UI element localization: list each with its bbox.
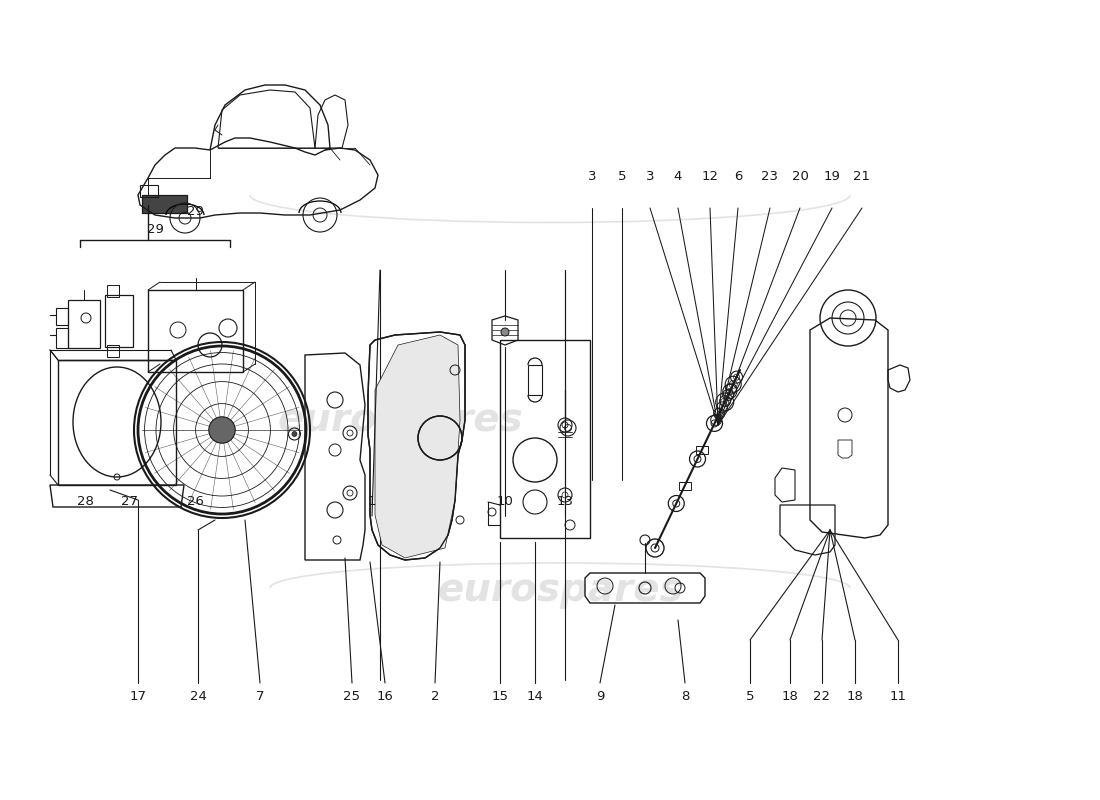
Text: 18: 18 [847, 690, 864, 703]
Text: 6: 6 [734, 170, 742, 183]
Text: 1: 1 [367, 495, 376, 508]
Text: 19: 19 [824, 170, 840, 183]
Text: 5: 5 [746, 690, 755, 703]
Text: 13: 13 [557, 495, 573, 508]
Bar [142, 195, 187, 213]
Text: 28: 28 [77, 495, 94, 508]
Text: 3: 3 [587, 170, 596, 183]
Text: 14: 14 [527, 690, 543, 703]
Text: 12: 12 [702, 170, 718, 183]
Circle shape [209, 417, 235, 443]
Text: 25: 25 [343, 690, 361, 703]
Text: 16: 16 [376, 690, 394, 703]
Text: 15: 15 [492, 690, 508, 703]
Bar [140, 185, 158, 197]
Circle shape [500, 328, 509, 336]
Text: 22: 22 [814, 690, 830, 703]
Text: 18: 18 [782, 690, 799, 703]
Text: 24: 24 [189, 690, 207, 703]
Text: 21: 21 [854, 170, 870, 183]
Text: 9: 9 [596, 690, 604, 703]
Text: 23: 23 [761, 170, 779, 183]
Text: 8: 8 [681, 690, 690, 703]
Text: 2: 2 [431, 690, 439, 703]
Text: 29: 29 [146, 223, 164, 236]
Text: 10: 10 [496, 495, 514, 508]
Text: 5: 5 [618, 170, 626, 183]
Text: eurospares: eurospares [437, 571, 683, 609]
Polygon shape [375, 335, 460, 558]
Circle shape [292, 431, 297, 437]
Text: 3: 3 [646, 170, 654, 183]
Text: eurospares: eurospares [277, 401, 522, 439]
Text: 20: 20 [792, 170, 808, 183]
Text: 7: 7 [255, 690, 264, 703]
Text: 26: 26 [187, 495, 204, 508]
Text: 29: 29 [187, 205, 204, 218]
Text: 4: 4 [674, 170, 682, 183]
Text: 17: 17 [130, 690, 146, 703]
Text: 27: 27 [121, 495, 139, 508]
Text: 11: 11 [890, 690, 906, 703]
